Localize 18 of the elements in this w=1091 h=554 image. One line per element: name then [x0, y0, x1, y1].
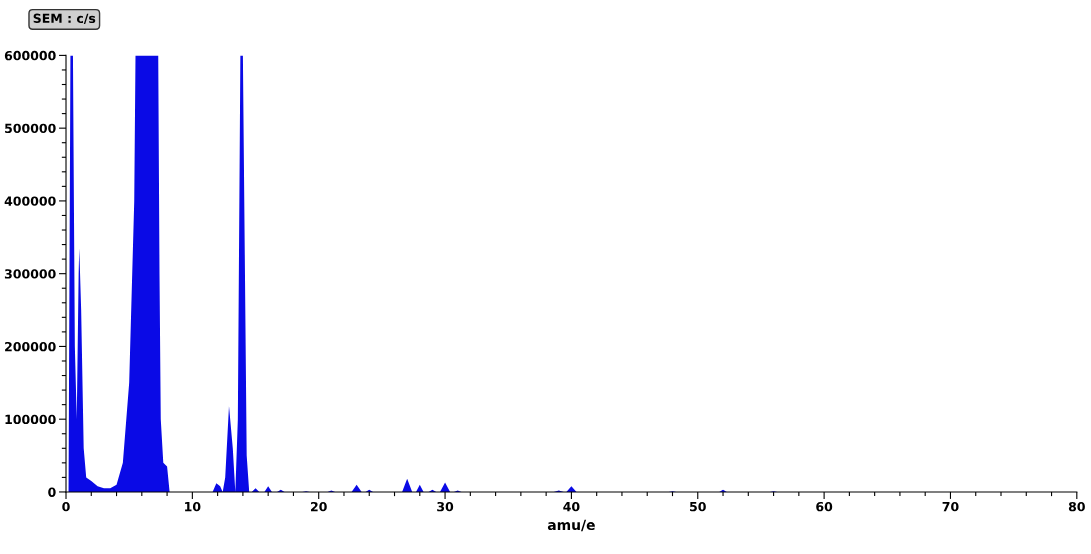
y-tick-label: 200000: [5, 341, 56, 352]
x-tick-label: 0: [62, 501, 70, 512]
x-tick-label: 50: [690, 501, 706, 512]
y-tick-label: 0: [48, 487, 56, 497]
y-axis-title: SEM : c/s: [33, 13, 96, 24]
x-tick-label: 70: [942, 501, 959, 512]
x-tick-label: 40: [563, 501, 580, 512]
y-tick-label: 600000: [4, 50, 56, 61]
x-axis-title: amu/e: [547, 519, 595, 532]
x-tick-label: 20: [311, 501, 327, 512]
y-tick-label: 400000: [4, 196, 56, 206]
x-tick-label: 60: [816, 501, 833, 512]
y-tick-label: 300000: [4, 269, 56, 279]
x-tick-label: 30: [437, 501, 454, 512]
y-tick-label: 500000: [5, 123, 56, 134]
x-tick-label: 10: [185, 501, 201, 512]
y-tick-label: 100000: [5, 414, 56, 425]
x-tick-label: 80: [1068, 501, 1085, 512]
